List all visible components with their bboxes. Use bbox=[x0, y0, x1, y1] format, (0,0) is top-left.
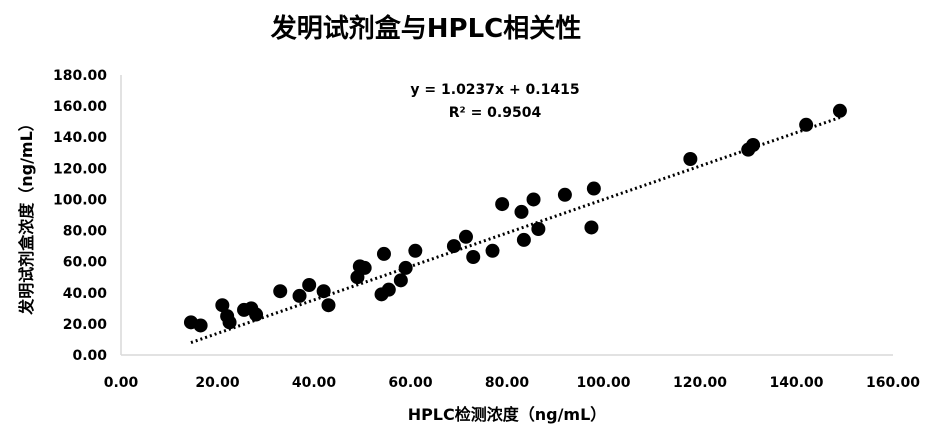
data-point bbox=[194, 318, 208, 332]
data-point bbox=[527, 192, 541, 206]
x-tick-label: 140.00 bbox=[769, 375, 823, 391]
y-tick-label: 140.00 bbox=[53, 130, 107, 146]
data-point bbox=[408, 244, 422, 258]
data-point bbox=[447, 239, 461, 253]
y-axis-title: 发明试剂盒浓度（ng/mL） bbox=[17, 115, 36, 316]
data-point bbox=[466, 250, 480, 264]
data-point bbox=[495, 197, 509, 211]
trendline-equation: y = 1.0237x + 0.1415 bbox=[410, 82, 579, 98]
data-point bbox=[249, 308, 263, 322]
x-tick-label: 160.00 bbox=[866, 375, 920, 391]
y-tick-label: 80.00 bbox=[63, 224, 108, 240]
data-point bbox=[223, 315, 237, 329]
x-tick-label: 80.00 bbox=[485, 375, 530, 391]
data-point bbox=[531, 222, 545, 236]
data-point bbox=[799, 118, 813, 132]
data-point bbox=[382, 283, 396, 297]
y-tick-label: 120.00 bbox=[53, 161, 107, 177]
data-point bbox=[377, 247, 391, 261]
x-axis-title: HPLC检测浓度（ng/mL） bbox=[408, 405, 607, 424]
x-tick-label: 100.00 bbox=[576, 375, 630, 391]
y-tick-label: 40.00 bbox=[63, 286, 108, 302]
x-tick-label: 40.00 bbox=[292, 375, 337, 391]
y-tick-label: 100.00 bbox=[53, 192, 107, 208]
data-point bbox=[517, 233, 531, 247]
r-squared-label: R² = 0.9504 bbox=[449, 105, 542, 121]
data-point bbox=[587, 182, 601, 196]
data-point bbox=[683, 152, 697, 166]
data-point bbox=[321, 298, 335, 312]
points-layer bbox=[184, 104, 847, 333]
y-tick-label: 0.00 bbox=[72, 348, 107, 364]
data-point bbox=[558, 188, 572, 202]
data-point bbox=[746, 138, 760, 152]
y-tick-label: 160.00 bbox=[53, 99, 107, 115]
data-point bbox=[273, 284, 287, 298]
x-tick-label: 60.00 bbox=[388, 375, 433, 391]
data-point bbox=[833, 104, 847, 118]
data-point bbox=[584, 220, 598, 234]
x-tick-label: 0.00 bbox=[104, 375, 139, 391]
y-tick-label: 20.00 bbox=[63, 317, 108, 333]
data-point bbox=[399, 261, 413, 275]
data-point bbox=[486, 244, 500, 258]
y-tick-label: 60.00 bbox=[63, 255, 108, 271]
data-point bbox=[358, 261, 372, 275]
data-point bbox=[514, 205, 528, 219]
data-point bbox=[317, 284, 331, 298]
x-tick-label: 120.00 bbox=[673, 375, 727, 391]
data-point bbox=[459, 230, 473, 244]
data-point bbox=[302, 278, 316, 292]
data-point bbox=[394, 273, 408, 287]
data-point bbox=[293, 289, 307, 303]
x-tick-label: 20.00 bbox=[195, 375, 240, 391]
y-tick-label: 180.00 bbox=[53, 68, 107, 84]
